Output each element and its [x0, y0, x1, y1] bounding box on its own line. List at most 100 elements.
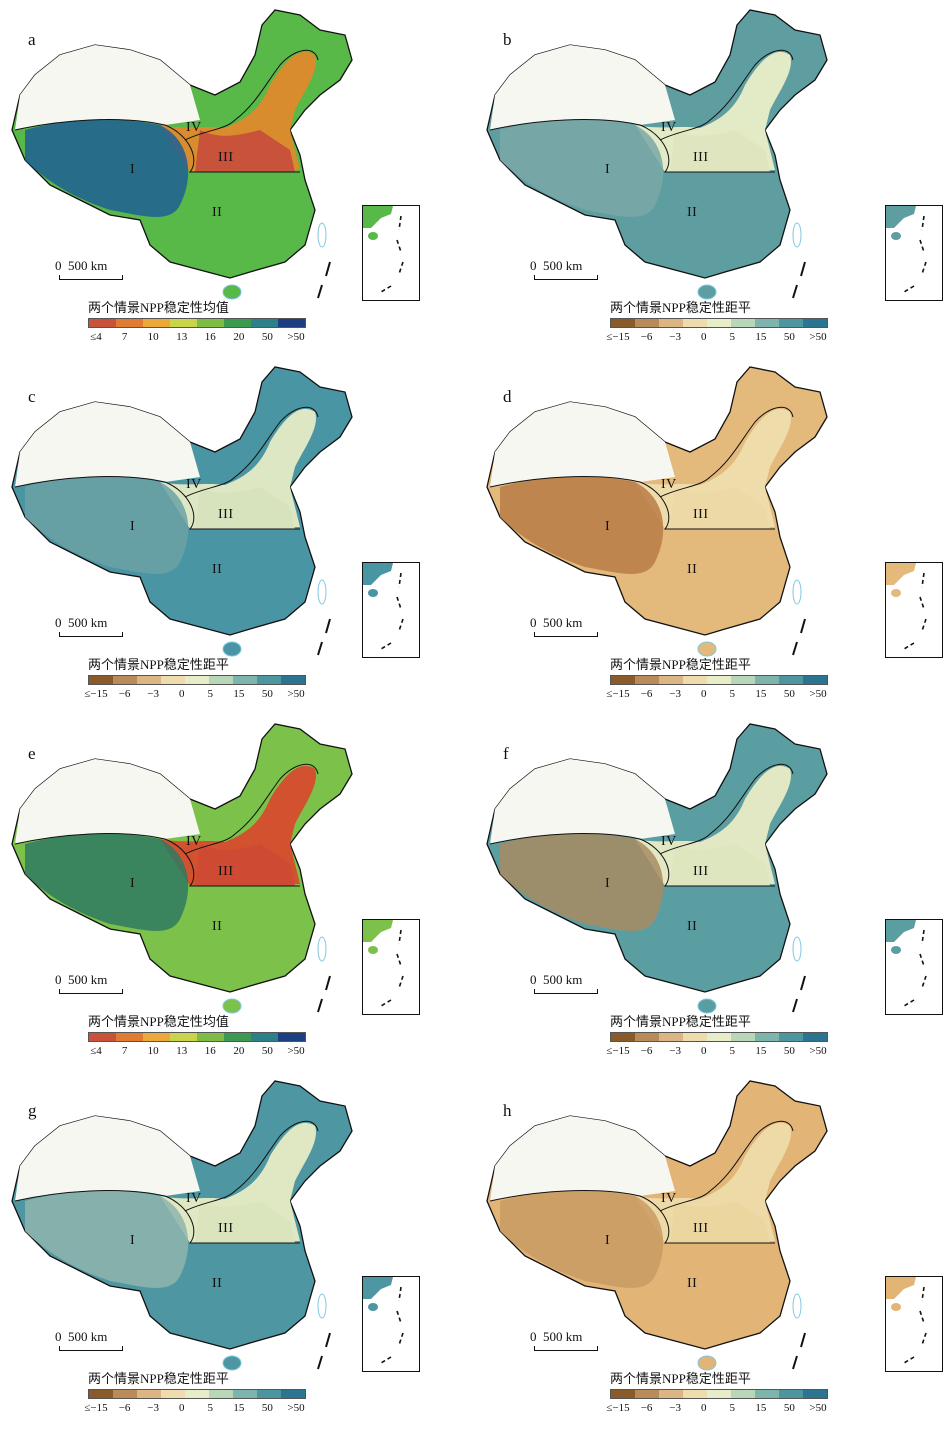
south-china-sea-inset — [885, 562, 943, 658]
maritime-boundary — [792, 261, 806, 299]
maritime-boundary — [792, 975, 806, 1013]
legend-tick-label: 7 — [121, 331, 128, 343]
legend-swatch — [170, 1033, 197, 1041]
legend-swatch — [113, 1390, 137, 1398]
region-label-IV: IV — [186, 834, 202, 849]
legend-tick-label: ≤−15 — [84, 688, 108, 700]
legend-swatch — [731, 319, 755, 327]
legend-tick-label: ≤−15 — [606, 1402, 630, 1414]
legend-tick-label: 50 — [783, 1402, 795, 1414]
legend-swatch — [803, 1033, 827, 1041]
legend-title: 两个情景NPP稳定性距平 — [88, 1371, 229, 1386]
map-panel-d: d I II III IV 0 500 km 两个情景NPP稳定性距平 ≤−15 −6 −3 0 5 1… — [475, 357, 950, 714]
inset-coast — [886, 563, 916, 585]
taiwan-island — [792, 936, 802, 962]
region-label-III: III — [218, 1221, 234, 1236]
legend-swatch — [257, 1390, 281, 1398]
hainan-island — [222, 998, 242, 1014]
maritime-boundary — [792, 1332, 806, 1370]
legend-swatch — [113, 676, 137, 684]
legend-color-bar — [610, 675, 828, 685]
taiwan-island — [792, 579, 802, 605]
inset-map — [886, 563, 927, 650]
hainan-island — [222, 641, 242, 657]
legend-tick-label: >50 — [809, 688, 827, 700]
legend-tick-label: 7 — [121, 1045, 128, 1057]
inset-hainan — [368, 946, 378, 954]
inset-hainan — [891, 946, 901, 954]
legend-tick-label: 0 — [700, 688, 707, 700]
map-panel-c: c I II III IV 0 500 km 两个情景NPP稳定性距平 ≤−15 −6 −3 0 5 1… — [0, 357, 475, 714]
maritime-boundary — [317, 975, 331, 1013]
region-label-III: III — [693, 507, 709, 522]
panel-label: g — [28, 1101, 37, 1120]
legend-title: 两个情景NPP稳定性均值 — [88, 300, 229, 315]
legend-tick-label: 0 — [700, 331, 707, 343]
legend-swatch — [635, 1033, 659, 1041]
legend-swatch — [659, 676, 683, 684]
china-map — [11, 1080, 353, 1371]
region-label-I: I — [605, 162, 611, 177]
region-label-I: I — [605, 1233, 611, 1248]
map-panel-b: b I II III IV 0 500 km 两个情景NPP稳定性距平 ≤−15 −6 −3 0 5 1… — [475, 0, 950, 357]
legend-color-bar — [610, 1389, 828, 1399]
south-china-sea-inset — [362, 1276, 420, 1372]
legend-tick-label: 50 — [261, 1402, 273, 1414]
legend-swatch — [185, 1390, 209, 1398]
scale-label: 0 500 km — [55, 615, 108, 630]
maritime-boundary — [792, 618, 806, 656]
legend-tick-label: ≤−15 — [606, 688, 630, 700]
map-body — [486, 9, 828, 300]
panel-label: d — [503, 387, 512, 406]
legend-tick-label: 15 — [755, 1045, 767, 1057]
maritime-boundary — [317, 618, 331, 656]
legend-tick-label: 15 — [233, 1402, 245, 1414]
region-label-II: II — [687, 562, 698, 577]
legend-swatch — [278, 319, 305, 327]
core-region — [195, 1201, 295, 1243]
legend-tick-label: >50 — [287, 1045, 305, 1057]
inset-map — [886, 1277, 927, 1364]
inset-dashed-line — [903, 929, 927, 1007]
region-label-II: II — [212, 205, 223, 220]
legend-tick-label: >50 — [809, 1045, 827, 1057]
legend-tick-label: −3 — [147, 1402, 159, 1414]
scale-bar: 0 500 km — [530, 615, 598, 637]
legend-swatch — [611, 1033, 635, 1041]
region-label-I: I — [130, 876, 136, 891]
legend-title: 两个情景NPP稳定性距平 — [88, 657, 229, 672]
legend-tick-label: 0 — [700, 1045, 707, 1057]
core-region — [195, 844, 295, 886]
taiwan-island — [317, 579, 327, 605]
region-label-IV: IV — [661, 120, 677, 135]
panel-label: e — [28, 744, 36, 763]
inset-dashed-line — [380, 215, 404, 293]
south-china-sea-inset — [885, 919, 943, 1015]
hainan-island — [222, 284, 242, 300]
northwest-region — [15, 402, 200, 487]
legend-swatch — [224, 1033, 251, 1041]
region-label-IV: IV — [661, 834, 677, 849]
legend-tick-label: 15 — [233, 688, 245, 700]
hainan-island — [697, 1355, 717, 1371]
taiwan-island — [792, 1293, 802, 1319]
legend-swatch — [779, 676, 803, 684]
legend-swatch — [116, 319, 143, 327]
legend-swatch — [659, 319, 683, 327]
inset-coast — [363, 1277, 393, 1299]
region-label-II: II — [212, 562, 223, 577]
scale-label: 0 500 km — [530, 615, 583, 630]
region-label-II: II — [687, 919, 698, 934]
legend-swatch — [251, 319, 278, 327]
region-boundary — [489, 119, 775, 173]
legend-tick-label: ≤−15 — [606, 1045, 630, 1057]
legend-swatch — [659, 1033, 683, 1041]
legend-swatch — [731, 676, 755, 684]
legend-tick-label: −6 — [118, 1402, 131, 1414]
legend-swatch — [137, 676, 161, 684]
northwest-region — [490, 45, 675, 130]
region-boundary — [14, 119, 300, 173]
taiwan-island — [317, 222, 327, 248]
legend-swatch — [209, 1390, 233, 1398]
inset-coast — [363, 563, 393, 585]
